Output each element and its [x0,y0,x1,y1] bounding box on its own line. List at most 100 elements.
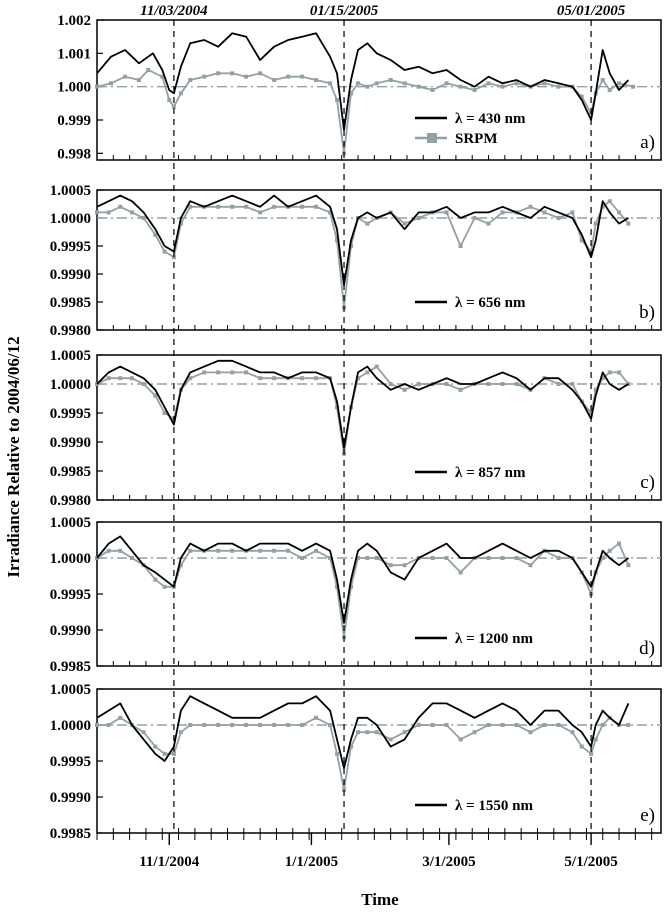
srpm-point [230,723,235,727]
panel-frame [96,189,662,331]
srpm-point [486,221,491,226]
srpm-point [416,216,421,220]
y-tick-label: 0.9990 [50,623,91,639]
srpm-point [162,751,167,756]
srpm-point [570,210,575,215]
srpm-point [230,370,235,375]
srpm-point [458,244,463,248]
srpm-point [402,730,407,735]
srpm-point [141,730,146,735]
srpm-point [579,238,584,243]
y-tick-label: 1.0000 [50,551,91,567]
panel-a: 0.998 0.999 1.000 1.001 1.002 λ = 430 nm SRPM a… [57,13,662,162]
srpm-point [593,387,598,392]
srpm-point [600,723,605,727]
srpm-point [607,548,612,553]
srpm-point [458,570,463,575]
legend-marker [427,133,437,143]
srpm-point [514,81,519,86]
model-line [96,359,629,449]
srpm-point [570,382,575,386]
srpm-point [146,68,151,72]
y-tick-label: 1.002 [57,13,91,29]
srpm-point [365,221,370,226]
srpm-point [593,737,598,742]
srpm-point [416,382,421,386]
srpm-point [188,204,193,209]
srpm-point [272,723,277,727]
srpm-point [129,556,134,560]
y-tick-label: 1.0000 [50,718,91,734]
srpm-point [528,563,533,568]
y-tick-label: 1.000 [57,80,91,96]
srpm-point [167,98,172,102]
srpm-point [160,74,165,79]
srpm-point [626,563,631,568]
y-tick-label: 0.9985 [50,295,91,311]
x-tick-label: 11/1/2004 [139,854,200,870]
srpm-point [258,723,263,727]
y-tick-label: 0.9995 [50,754,91,770]
legend-label: SRPM [455,131,498,147]
legend-label: λ = 857 nm [455,465,526,481]
srpm-point [444,210,449,215]
srpm-point [500,210,505,215]
srpm-point [300,723,305,727]
panel-d: 0.9985 0.9990 0.9995 1.0000 1.0005 λ = 1200 n… [50,515,662,675]
srpm-point [374,556,379,560]
srpm-point [430,723,435,727]
srpm-point [188,723,193,727]
srpm-point [244,74,249,79]
srpm-point [402,221,407,226]
srpm-point [528,204,533,209]
model-line [96,194,629,287]
srpm-point [106,548,111,553]
srpm-point [402,563,407,568]
y-tick-label: 0.998 [57,146,91,162]
srpm-point [342,787,347,792]
legend-label: λ = 430 nm [455,111,526,127]
srpm-point [349,584,354,589]
srpm-point [122,74,127,79]
srpm-point [230,204,235,209]
y-tick-label: 1.0005 [50,348,91,364]
srpm-point [188,78,193,82]
y-tick-label: 0.9990 [50,267,91,283]
srpm-point [272,376,277,381]
srpm-point [388,563,393,568]
srpm-point [444,81,449,86]
panel-c: 0.9980 0.9985 0.9990 0.9995 1.0000 1.0005 λ = … [50,348,662,509]
srpm-point [230,548,235,553]
srpm-point [141,216,146,220]
srpm-point [153,232,158,237]
x-tick-label: 1/1/2005 [285,854,338,870]
srpm-point [444,723,449,727]
srpm-point [570,730,575,735]
srpm-point [95,723,99,727]
event-label: 11/03/2004 [140,3,208,19]
srpm-point [542,81,547,86]
srpm-point [486,723,491,727]
srpm-point [328,81,333,86]
srpm-point [272,78,277,82]
srpm-point [202,74,207,79]
srpm-point [272,548,277,553]
srpm-point [136,78,141,82]
srpm-point [356,376,361,381]
x-tick-label: 5/1/2005 [564,854,617,870]
panel-b: 0.9980 0.9985 0.9990 0.9995 1.0000 1.0005 λ = … [50,183,662,339]
srpm-point [314,376,319,381]
srpm-point [631,84,636,89]
srpm-point [230,71,235,76]
srpm-point [314,548,319,553]
srpm-point [486,556,491,560]
srpm-point [416,84,421,89]
srpm-point [178,91,183,96]
srpm-point [607,199,612,204]
panel-e: 0.9985 0.9990 0.9995 1.0000 1.0005 λ = 1550 n… [50,682,662,842]
y-tick-label: 1.0005 [50,682,91,698]
srpm-point [430,556,435,560]
y-tick-label: 0.9980 [50,323,91,339]
srpm-point [374,730,379,735]
srpm-point [349,91,354,96]
